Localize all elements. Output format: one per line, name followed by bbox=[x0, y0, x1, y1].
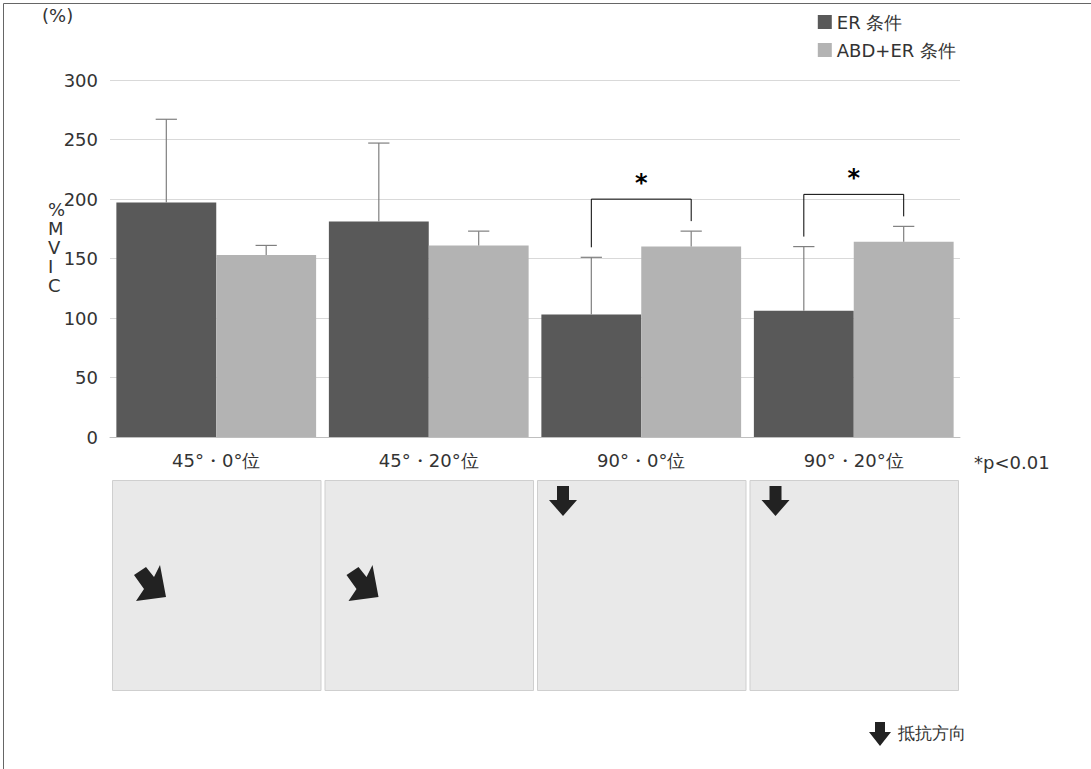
svg-text:45°・0°位: 45°・0°位 bbox=[172, 450, 260, 471]
svg-text:抵抗方向: 抵抗方向 bbox=[897, 723, 966, 743]
svg-text:100: 100 bbox=[64, 308, 98, 329]
svg-text:45°・20°位: 45°・20°位 bbox=[379, 450, 479, 471]
svg-text:300: 300 bbox=[64, 70, 98, 91]
svg-text:*p<0.01: *p<0.01 bbox=[974, 452, 1050, 473]
svg-text:ER 条件: ER 条件 bbox=[837, 12, 903, 33]
svg-text:%: % bbox=[48, 199, 65, 220]
svg-text:250: 250 bbox=[64, 129, 98, 150]
svg-text:M: M bbox=[48, 218, 64, 239]
svg-text:ABD+ER 条件: ABD+ER 条件 bbox=[837, 40, 956, 61]
svg-text:*: * bbox=[847, 164, 860, 192]
svg-text:90°・20°位: 90°・20°位 bbox=[804, 450, 904, 471]
svg-text:*: * bbox=[635, 169, 648, 197]
svg-text:50: 50 bbox=[75, 367, 98, 388]
svg-text:150: 150 bbox=[64, 248, 98, 269]
svg-text:200: 200 bbox=[64, 189, 98, 210]
svg-text:V: V bbox=[48, 237, 61, 258]
svg-text:(%): (%) bbox=[42, 5, 73, 26]
svg-text:0: 0 bbox=[87, 427, 98, 448]
svg-text:C: C bbox=[48, 275, 61, 296]
svg-text:90°・0°位: 90°・0°位 bbox=[597, 450, 685, 471]
svg-text:I: I bbox=[48, 256, 53, 277]
